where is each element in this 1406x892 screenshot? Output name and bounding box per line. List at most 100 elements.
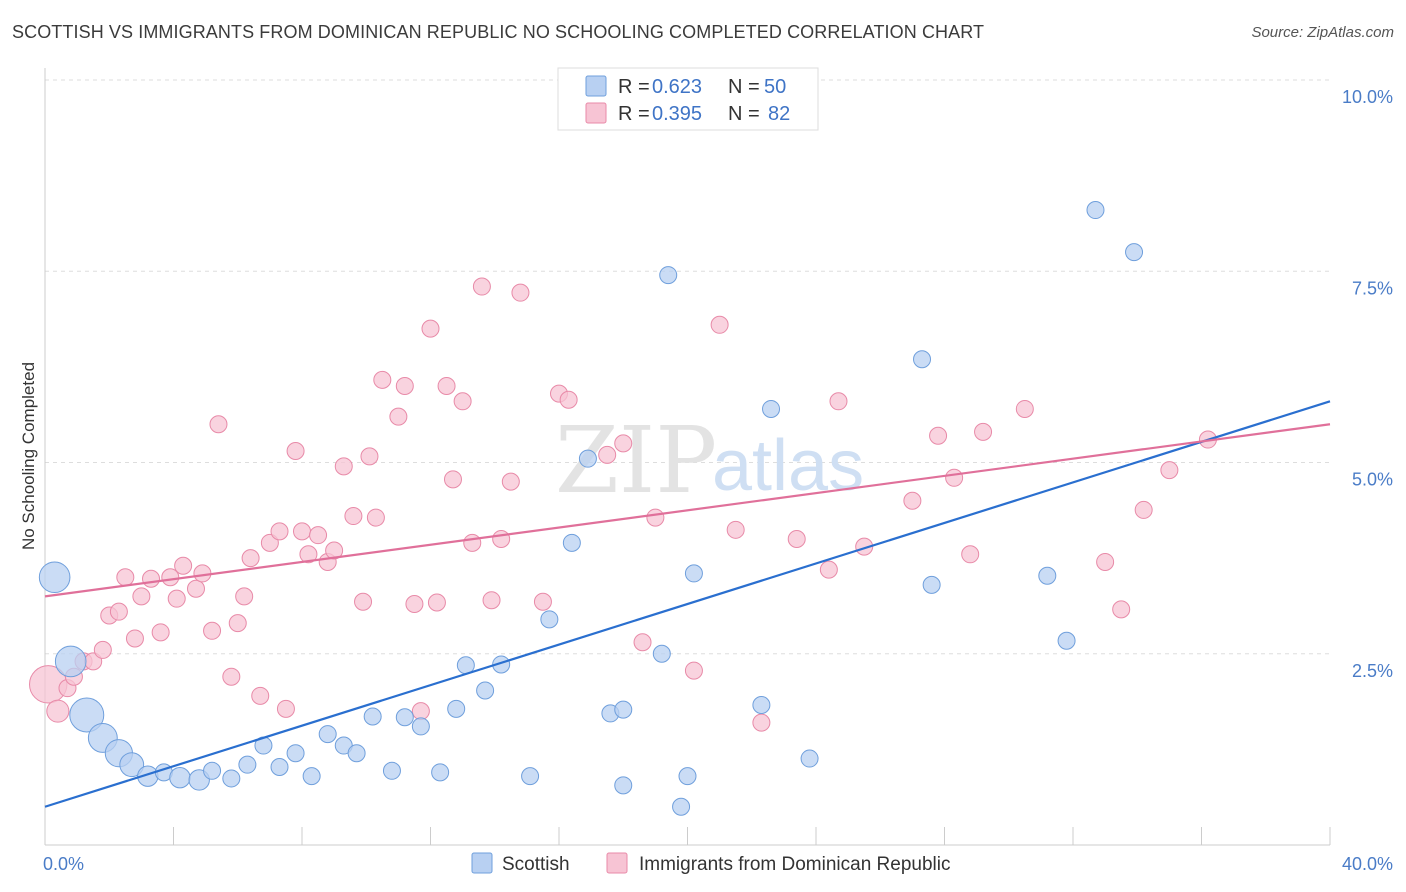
dominican-point-38 [360, 447, 379, 466]
dominican-point-55 [511, 283, 530, 302]
dominican-point-73 [945, 468, 964, 487]
y-tick-label-1: 5.0% [1352, 470, 1393, 490]
scottish-point-38 [659, 266, 678, 285]
dominican-point-59 [598, 445, 617, 464]
scottish-point-5 [119, 752, 145, 778]
legend-r-label-2: R = [618, 103, 650, 125]
y-tick-label-2: 7.5% [1352, 278, 1393, 298]
dominican-point-35 [334, 457, 353, 476]
scottish-point-31 [562, 533, 581, 552]
scottish-point-20 [363, 707, 382, 726]
dominican-point-74 [961, 545, 980, 564]
scottish-point-21 [382, 761, 401, 780]
dominican-point-29 [286, 442, 305, 461]
x-tick-label-0: 0.0% [43, 854, 84, 874]
dominican-point-21 [222, 667, 241, 686]
dominican-point-76 [1015, 399, 1034, 418]
dominican-point-34 [325, 541, 344, 560]
dominican-point-63 [684, 661, 703, 680]
chart-title: SCOTTISH VS IMMIGRANTS FROM DOMINICAN RE… [12, 22, 985, 42]
scottish-point-22 [395, 708, 414, 727]
series-scottish-points [38, 201, 1144, 816]
dominican-point-12 [142, 569, 161, 588]
scottish-point-45 [922, 575, 941, 594]
dominican-point-49 [453, 392, 472, 411]
legend-r-value-1: 0.623 [652, 76, 702, 98]
source-label: Source: ZipAtlas.com [1251, 24, 1394, 41]
dominican-point-11 [132, 587, 151, 606]
watermark-atlas: atlas [712, 426, 864, 506]
dominican-point-24 [241, 549, 260, 568]
legend-r-label-1: R = [618, 76, 650, 98]
scottish-point-37 [672, 797, 691, 816]
legend-n-label-2: N = [728, 103, 760, 125]
legend-n-value-1: 50 [764, 76, 786, 98]
dominican-point-28 [276, 699, 295, 718]
dominican-point-60 [614, 434, 633, 453]
legend-n-label-1: N = [728, 76, 760, 98]
legend-n-value-2: 82 [768, 103, 790, 125]
dominican-point-1 [46, 699, 70, 723]
dominican-point-37 [354, 592, 373, 611]
scottish-point-16 [302, 767, 321, 786]
dominican-point-64 [710, 315, 729, 334]
scottish-point-19 [347, 744, 366, 763]
axes [44, 68, 1331, 846]
bottom-legend-scottish: Scottish [502, 854, 570, 875]
dominican-point-69 [829, 392, 848, 411]
dominican-point-36 [344, 507, 363, 526]
y-axis-label: No Schooling Completed [19, 362, 38, 550]
scottish-point-25 [447, 699, 466, 718]
scottish-point-17 [318, 725, 337, 744]
dominican-point-22 [228, 614, 247, 633]
dominican-point-56 [533, 592, 552, 611]
dominican-point-32 [309, 526, 328, 545]
bottom-legend-swatch-dominican [606, 852, 628, 874]
dominican-point-46 [427, 593, 446, 612]
scottish-point-44 [913, 350, 932, 369]
dominican-point-47 [437, 377, 456, 395]
dominican-point-16 [174, 556, 193, 575]
dominican-point-61 [633, 633, 652, 652]
scottish-point-47 [1057, 631, 1076, 650]
dominican-point-42 [395, 377, 414, 395]
scottish-point-42 [762, 399, 781, 418]
scottish-point-34 [614, 700, 633, 719]
dominican-point-77 [1096, 552, 1115, 571]
y-tick-label-3: 10.0% [1342, 87, 1393, 107]
series-legend: Scottish Immigrants from Dominican Repub… [471, 852, 951, 875]
x-tick-labels: 0.0% 40.0% [43, 854, 1393, 874]
dominican-point-78 [1112, 600, 1131, 619]
dominican-point-26 [260, 533, 279, 552]
dominican-point-44 [411, 702, 430, 721]
dominican-point-8 [109, 602, 128, 621]
dominican-point-51 [472, 277, 491, 296]
scottish-point-24 [431, 763, 450, 782]
dominican-point-72 [929, 426, 948, 445]
trend-lines [44, 400, 1331, 808]
correlation-legend: R = 0.623 N = 50 R = 0.395 N = 82 [557, 67, 819, 131]
dominican-point-10 [125, 629, 144, 648]
dominican-point-13 [151, 623, 170, 642]
dominican-point-17 [186, 579, 205, 598]
scottish-point-35 [614, 776, 633, 795]
scottish-point-41 [752, 696, 771, 715]
scottish-point-11 [222, 769, 241, 788]
scottish-point-32 [578, 449, 597, 468]
dominican-point-80 [1160, 461, 1179, 480]
dominican-point-39 [366, 508, 385, 527]
scottish-point-49 [1125, 243, 1144, 262]
dominican-point-20 [209, 415, 228, 434]
scottish-point-12 [238, 755, 257, 774]
scottish-point-15 [286, 744, 305, 763]
scottish-point-0 [38, 561, 71, 594]
dominican-point-30 [293, 522, 311, 541]
scottish-point-39 [678, 767, 697, 786]
scottish-point-30 [540, 610, 559, 629]
bottom-legend-swatch-scottish [471, 852, 493, 874]
dominican-point-45 [421, 319, 440, 338]
legend-swatch-scottish [585, 75, 607, 97]
legend-swatch-dominican [585, 102, 607, 124]
scottish-point-40 [684, 564, 703, 583]
dominican-point-31 [299, 545, 318, 564]
